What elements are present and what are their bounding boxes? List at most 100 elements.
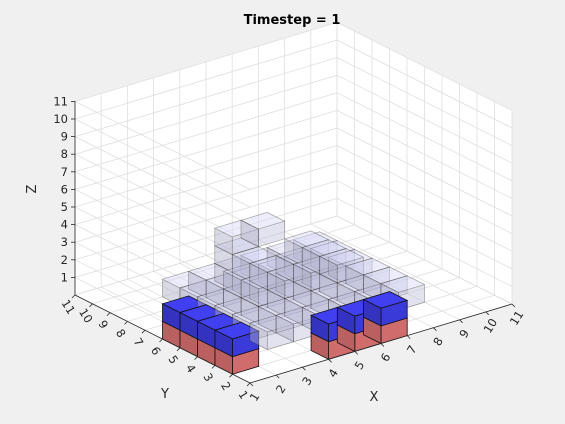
voxel-front-face bbox=[231, 246, 259, 273]
z-tick-label: 1 bbox=[61, 270, 68, 284]
voxel-front-face bbox=[231, 228, 259, 256]
voxel-front-face bbox=[336, 256, 364, 284]
x-axis-label: X bbox=[370, 390, 379, 405]
voxel-ghost bbox=[309, 240, 356, 276]
voxel-ghost bbox=[301, 256, 347, 293]
grid-line bbox=[336, 39, 513, 129]
voxel-top-face bbox=[379, 275, 426, 293]
y-tick-label: 3 bbox=[201, 370, 217, 384]
z-tick-label: 8 bbox=[61, 147, 68, 161]
voxel-front-face bbox=[267, 323, 294, 351]
voxel-left-face bbox=[293, 239, 312, 267]
voxel-left-face bbox=[223, 288, 242, 316]
grid-line bbox=[74, 101, 251, 190]
voxel-top-face bbox=[222, 263, 269, 281]
y-tick-mark bbox=[141, 329, 146, 334]
y-tick-mark bbox=[194, 356, 198, 360]
voxel-left-face bbox=[214, 227, 233, 256]
x-tick-label: 8 bbox=[430, 335, 446, 349]
voxel-front-face bbox=[301, 256, 329, 284]
voxel-left-face bbox=[266, 289, 286, 317]
voxel-left-face bbox=[249, 262, 268, 291]
x-tick-mark bbox=[511, 303, 516, 308]
z-tick-label: 3 bbox=[61, 235, 68, 249]
y-tick-label: 8 bbox=[113, 326, 129, 340]
voxel-top-face bbox=[292, 273, 339, 292]
voxel-ghost bbox=[248, 272, 295, 308]
grid-line bbox=[74, 206, 251, 296]
voxel-left-face bbox=[284, 298, 303, 326]
voxel-ghost bbox=[266, 281, 312, 317]
voxel-left-face bbox=[214, 245, 233, 273]
voxel-ghost bbox=[240, 271, 286, 308]
grid-line bbox=[336, 162, 513, 252]
voxel-front-face bbox=[275, 306, 303, 334]
voxel-ghost bbox=[292, 273, 339, 309]
y-tick-label: 5 bbox=[166, 353, 182, 367]
voxel-ghost bbox=[213, 237, 260, 273]
voxel-ghost bbox=[266, 263, 312, 300]
voxel-left-face bbox=[275, 272, 294, 301]
voxel-ghost bbox=[275, 247, 321, 283]
y-tick-mark bbox=[106, 312, 111, 316]
voxel-left-face bbox=[319, 255, 338, 284]
voxel-left-face bbox=[336, 306, 356, 335]
z-axis-label: Z bbox=[25, 184, 40, 193]
voxel-front-face bbox=[258, 280, 286, 307]
voxel-top-face bbox=[266, 239, 312, 257]
grid-line bbox=[74, 22, 338, 102]
grid-line bbox=[336, 215, 513, 305]
voxel-ghost bbox=[187, 263, 234, 299]
voxel-ghost bbox=[213, 255, 260, 291]
voxel-left-face bbox=[231, 254, 251, 282]
voxel-top-face bbox=[231, 246, 277, 264]
voxel-top-face bbox=[248, 314, 295, 333]
voxel-front-face bbox=[284, 248, 312, 275]
voxel-front-face bbox=[258, 220, 286, 248]
voxel-left-face bbox=[258, 263, 277, 292]
voxel-top-face bbox=[283, 248, 330, 266]
voxel-ghost bbox=[362, 266, 409, 302]
y-tick-mark bbox=[211, 365, 216, 369]
y-tick-label: 1 bbox=[236, 388, 252, 402]
voxel-left-face bbox=[310, 314, 330, 343]
y-tick-label: 6 bbox=[148, 344, 164, 358]
voxel-top-face bbox=[344, 257, 391, 276]
y-tick-mark bbox=[229, 373, 233, 378]
voxel-left-face bbox=[162, 278, 181, 307]
grid-line bbox=[74, 39, 338, 120]
voxel-front-face bbox=[240, 289, 268, 316]
voxel-left-face bbox=[301, 264, 321, 293]
voxel-top-face bbox=[318, 248, 365, 266]
voxel-left-face bbox=[266, 271, 286, 300]
voxel-top-face bbox=[257, 256, 304, 274]
grid-line bbox=[74, 136, 251, 225]
voxel-left-face bbox=[188, 270, 207, 299]
voxel-top-face bbox=[362, 266, 409, 285]
voxel-left-face bbox=[266, 247, 286, 275]
voxel-front-face bbox=[319, 248, 347, 275]
grid-line bbox=[336, 127, 513, 217]
voxel-left-face bbox=[275, 314, 294, 343]
voxel-ghost bbox=[283, 290, 330, 326]
voxel-front-face bbox=[249, 272, 277, 300]
voxel-left-face bbox=[258, 305, 277, 334]
x-tick-label: 10 bbox=[481, 316, 501, 336]
grid-line bbox=[74, 153, 251, 243]
voxel-left-face bbox=[284, 238, 303, 266]
voxel-front-face bbox=[205, 271, 233, 299]
voxel-top-face bbox=[301, 239, 347, 257]
voxel-left-face bbox=[336, 282, 356, 310]
voxel-left-face bbox=[214, 262, 233, 291]
voxel-blue bbox=[362, 291, 409, 327]
voxel-ghost bbox=[301, 239, 347, 275]
voxel-top-face bbox=[301, 256, 347, 275]
voxel-top-face bbox=[240, 289, 286, 307]
voxel-top-face bbox=[196, 288, 243, 306]
voxel-ghost bbox=[257, 298, 304, 334]
grid-line bbox=[336, 180, 513, 270]
voxel-front-face bbox=[240, 271, 268, 299]
y-tick-mark bbox=[176, 347, 181, 352]
